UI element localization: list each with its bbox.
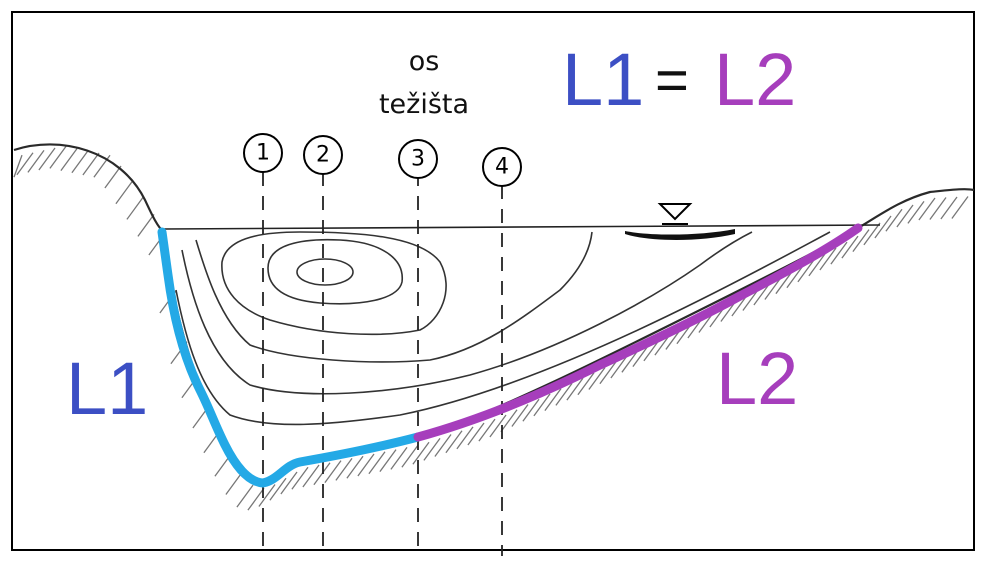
contour-4 (195, 231, 593, 363)
l1-perimeter-segment (157, 227, 423, 488)
l2-side-label: L2 (716, 337, 798, 420)
contour-core (296, 258, 354, 286)
vertical-marker-3: 3 (398, 139, 438, 179)
axis-label-line2: težišta (379, 89, 469, 120)
figure-frame (11, 11, 975, 551)
vertical-number-3: 3 (411, 147, 425, 172)
water-surface-line (163, 224, 881, 230)
l2-perimeter-segment (413, 223, 863, 442)
contour-6 (175, 231, 831, 426)
equation-equals-sign: = (655, 48, 689, 113)
ground-hatching (13, 146, 969, 511)
velocity-contours (175, 231, 831, 426)
vertical-marker-1: 1 (243, 133, 283, 173)
vertical-marker-2: 2 (303, 135, 343, 175)
equation-right-term: L2 (714, 38, 796, 121)
measuring-verticals (262, 172, 503, 556)
vertical-number-4: 4 (495, 155, 509, 180)
water-level-triangle-icon (625, 203, 735, 240)
vertical-number-2: 2 (316, 143, 330, 168)
vertical-marker-4: 4 (482, 147, 522, 187)
vertical-number-1: 1 (256, 141, 270, 166)
equation-left-term: L1 (562, 38, 644, 121)
contour-2 (267, 238, 403, 305)
axis-label-line1: os (409, 46, 440, 77)
l1-side-label: L1 (66, 347, 148, 430)
contour-3 (221, 231, 447, 336)
contour-5 (181, 231, 753, 395)
